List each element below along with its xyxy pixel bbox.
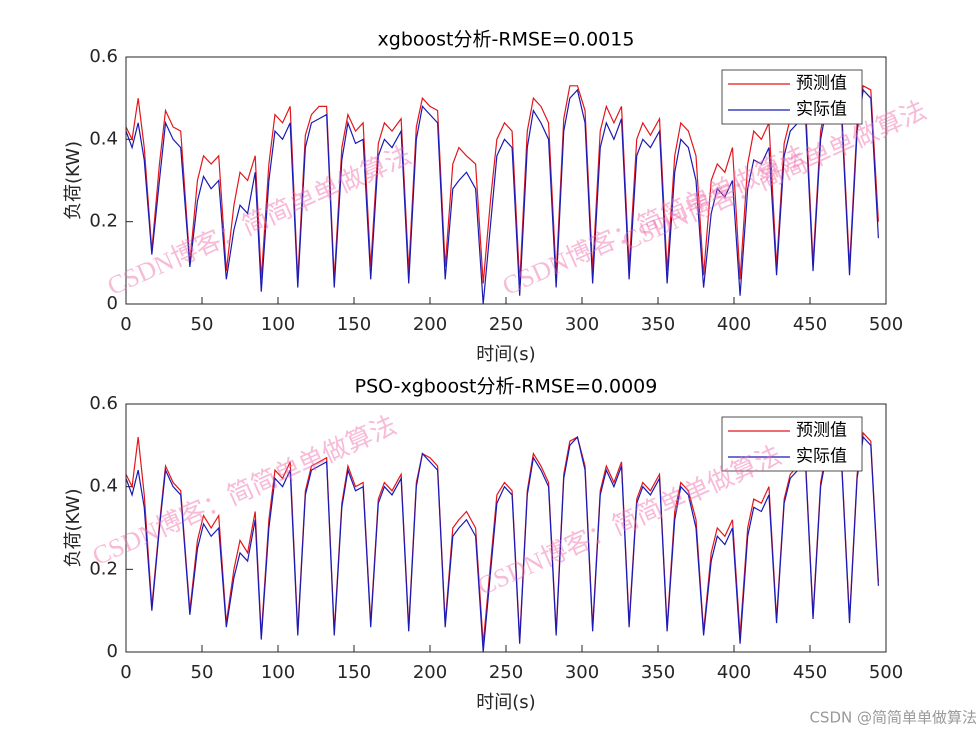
x-tick-label: 50	[191, 662, 214, 683]
legend-label: 实际值	[796, 100, 847, 120]
x-tick-label: 400	[717, 662, 751, 683]
x-tick-label: 450	[793, 662, 827, 683]
y-axis-label: 负荷(KW)	[63, 141, 84, 220]
x-tick-label: 500	[869, 314, 903, 335]
legend-label: 预测值	[796, 74, 847, 94]
y-tick-label: 0	[107, 641, 118, 662]
x-tick-label: 0	[120, 314, 131, 335]
series-line	[125, 431, 879, 644]
x-axis-label: 时间(s)	[476, 344, 535, 365]
x-tick-label: 0	[120, 662, 131, 683]
legend-label: 预测值	[796, 421, 847, 441]
legend-box	[721, 69, 863, 125]
y-tick-label: 0.6	[89, 46, 118, 67]
x-tick-label: 450	[793, 314, 827, 335]
x-tick-label: 500	[869, 662, 903, 683]
x-tick-label: 100	[261, 314, 295, 335]
axes-box	[125, 56, 887, 305]
chart-title: PSO-xgboost分析-RMSE=0.0009	[355, 376, 658, 398]
series-line	[125, 435, 879, 653]
y-tick-label: 0.4	[89, 476, 118, 497]
x-tick-label: 250	[489, 662, 523, 683]
x-tick-label: 350	[641, 314, 675, 335]
x-axis-label: 时间(s)	[476, 692, 535, 713]
x-tick-label: 300	[565, 314, 599, 335]
x-tick-label: 150	[337, 314, 371, 335]
y-tick-label: 0	[107, 293, 118, 314]
x-tick-label: 300	[565, 662, 599, 683]
legend-label: 实际值	[796, 447, 847, 467]
legend-box	[721, 416, 863, 472]
series-line	[125, 84, 879, 284]
y-tick-label: 0.4	[89, 128, 118, 149]
x-tick-label: 50	[191, 314, 214, 335]
footer: CSDN @简简单单做算法	[809, 709, 977, 727]
y-tick-label: 0.2	[89, 211, 118, 232]
x-tick-label: 400	[717, 314, 751, 335]
series-line	[125, 88, 879, 305]
x-tick-label: 200	[413, 662, 447, 683]
y-axis-label: 负荷(KW)	[63, 488, 84, 567]
y-tick-label: 0.6	[89, 393, 118, 414]
axes-box	[125, 403, 887, 653]
x-tick-label: 350	[641, 662, 675, 683]
x-tick-label: 150	[337, 662, 371, 683]
chart-title: xgboost分析-RMSE=0.0015	[378, 29, 635, 51]
x-tick-label: 200	[413, 314, 447, 335]
x-tick-label: 250	[489, 314, 523, 335]
y-tick-label: 0.2	[89, 558, 118, 579]
x-tick-label: 100	[261, 662, 295, 683]
